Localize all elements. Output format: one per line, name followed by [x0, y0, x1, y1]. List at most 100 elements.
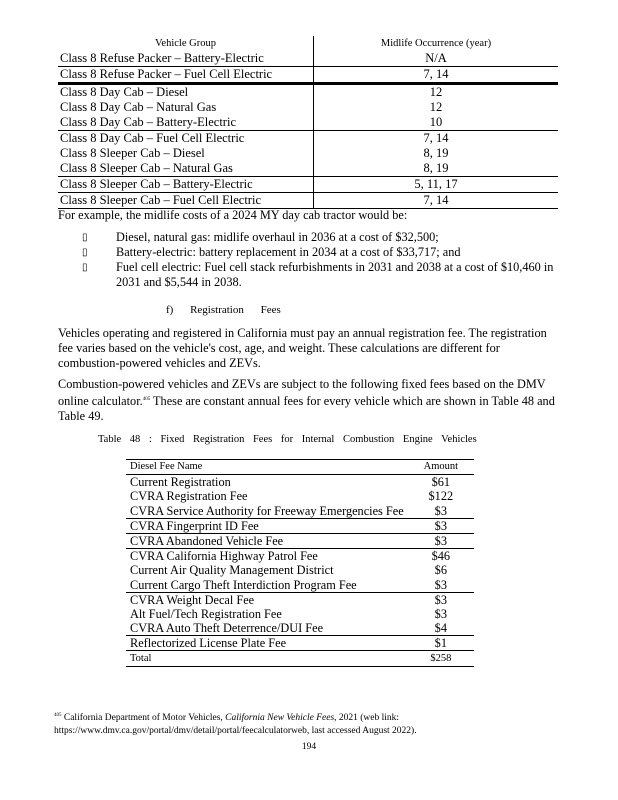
midlife-occurrence-table: Vehicle Group Midlife Occurrence (year) …	[58, 36, 558, 209]
example-intro: For example, the midlife costs of a 2024…	[58, 208, 408, 222]
table-row: Class 8 Refuse Packer – Fuel Cell Electr…	[58, 66, 558, 85]
table-row: Class 8 Day Cab – Fuel Cell Electric 7, 1…	[58, 130, 558, 146]
table-row: Class 8 Refuse Packer – Battery-Electric…	[58, 51, 558, 67]
vehicle-group-cell: Class 8 Day Cab – Diesel	[60, 85, 189, 99]
midlife-occurrence-cell: 5, 11, 17	[313, 176, 558, 193]
midlife-occurrence-cell: N/A	[313, 51, 558, 67]
vehicle-group-cell: Class 8 Day Cab – Fuel Cell Electric	[60, 131, 245, 145]
fee-name-cell: CVRA Abandoned Vehicle Fee	[126, 533, 408, 550]
fee-name-cell: CVRA Weight Decal Fee	[130, 592, 255, 607]
fee-name-cell: CVRA Auto Theft Deterrence/DUI Fee	[126, 621, 408, 637]
fee-amount-cell: $3	[407, 503, 474, 519]
table-row: Reflectorized License Plate Fee $1	[126, 635, 474, 652]
midlife-occurrence-cell: 10	[313, 115, 558, 131]
list-item-text: Battery-electric: battery replacement in…	[116, 245, 461, 259]
fee-name-cell: Current Cargo Theft Interdiction Program…	[126, 577, 408, 593]
table-row: CVRA Service Authority for Freeway Emerg…	[126, 503, 474, 519]
fee-name-cell: CVRA California Highway Patrol Fee	[130, 549, 318, 564]
vehicle-group-cell: Class 8 Day Cab – Natural Gas	[60, 100, 217, 114]
page-number: 194	[301, 742, 317, 752]
table-row: CVRA Registration Fee $122	[126, 489, 474, 503]
table-row: Current Cargo Theft Interdiction Program…	[126, 577, 474, 593]
fee-name-cell: Alt Fuel/Tech Registration Fee	[130, 606, 282, 621]
vehicle-group-cell: Class 8 Sleeper Cab – Fuel Cell Electric	[58, 192, 314, 209]
total-row: Total $258	[126, 651, 474, 666]
footnote-reference[interactable]: 405	[142, 397, 151, 402]
vehicle-group-cell: Class 8 Sleeper Cab – Battery-Electric	[58, 176, 314, 193]
fee-name-cell: CVRA Registration Fee	[130, 489, 248, 504]
total-value: $258	[430, 652, 452, 664]
table-row: CVRA Fingerprint ID Fee $3	[126, 518, 474, 534]
fee-amount-cell: $3	[407, 577, 474, 593]
header-fee-name: Diesel Fee Name	[126, 459, 408, 476]
fee-name-cell: Current Registration	[130, 475, 231, 490]
total-label: Total	[130, 652, 152, 664]
midlife-occurrence-cell: 12	[313, 83, 558, 100]
footnote: 405 California Department of Motor Vehic…	[54, 709, 494, 738]
midlife-cost-list: ▯ Diesel, natural gas: midlife overhaul i…	[82, 230, 562, 290]
list-item-text: Diesel, natural gas: midlife overhaul in…	[116, 230, 439, 244]
table-row: Alt Fuel/Tech Registration Fee $3	[126, 607, 474, 621]
fee-name-cell: Reflectorized License Plate Fee	[126, 635, 408, 652]
bullet-icon: ▯	[82, 247, 88, 258]
vehicle-group-cell: Class 8 Refuse Packer – Battery-Electric	[58, 51, 314, 67]
midlife-occurrence-cell: 8, 19	[313, 146, 558, 161]
fee-amount-cell: $3	[434, 592, 447, 607]
fee-name-cell: Current Air Quality Management District	[130, 563, 334, 578]
paragraph-registration-fee: Vehicles operating and registered in Cal…	[58, 326, 547, 370]
table-row: CVRA Auto Theft Deterrence/DUI Fee $4	[126, 621, 474, 637]
bullet-icon: ▯	[82, 262, 88, 273]
vehicle-group-cell: Class 8 Sleeper Cab – Diesel	[60, 146, 205, 160]
list-item-text: Fuel cell electric: Fuel cell stack refu…	[116, 260, 554, 289]
fee-amount-cell: $4	[407, 621, 474, 637]
midlife-occurrence-cell: 7, 14	[313, 66, 558, 85]
midlife-occurrence-cell: 8, 19	[313, 161, 558, 177]
table-caption: Table 48 : Fixed Registration Fees for I…	[98, 434, 477, 445]
table-row: Class 8 Sleeper Cab – Fuel Cell Electric…	[58, 192, 558, 209]
paragraph-fixed-fees: Combustion-powered vehicles and ZEVs are…	[58, 377, 563, 424]
table-row: Class 8 Sleeper Cab – Battery-Electric 5,…	[58, 176, 558, 193]
bullet-icon: ▯	[82, 232, 88, 243]
footnote-number: 405	[54, 713, 62, 718]
fee-amount-cell: $3	[407, 533, 474, 550]
table-row: Current Air Quality Management District $…	[126, 563, 474, 577]
table-row: CVRA California Highway Patrol Fee $46	[126, 549, 474, 564]
table-row: Class 8 Day Cab – Diesel 12	[58, 83, 558, 100]
midlife-occurrence-cell: 12	[313, 100, 558, 115]
midlife-occurrence-cell: 7, 14	[313, 130, 558, 146]
fee-name-cell: CVRA Fingerprint ID Fee	[126, 518, 408, 534]
section-heading: f) Registration Fees	[166, 304, 281, 316]
fee-amount-cell: $122	[428, 489, 454, 504]
footnote-text-rest: , 2021 (web link: https://www.dmv.ca.gov…	[54, 713, 417, 737]
list-item: ▯ Battery-electric: battery replacement i…	[82, 245, 562, 260]
table-row: Class 8 Sleeper Cab – Natural Gas 8, 19	[58, 161, 558, 177]
footnote-title: California New Vehicle Fees	[225, 713, 335, 724]
fee-amount-cell: $46	[431, 549, 451, 564]
list-item: ▯ Fuel cell electric: Fuel cell stack ref…	[82, 260, 562, 290]
table-row: Class 8 Day Cab – Natural Gas 12	[58, 100, 558, 115]
table-row: Class 8 Sleeper Cab – Diesel 8, 19	[58, 146, 558, 161]
header-midlife-occurrence: Midlife Occurrence (year)	[313, 36, 558, 51]
header-amount: Amount	[407, 459, 474, 476]
header-vehicle-group: Vehicle Group	[155, 38, 216, 49]
fee-name-cell: CVRA Service Authority for Freeway Emerg…	[126, 503, 408, 519]
table-header-row: Diesel Fee Name Amount	[126, 459, 474, 476]
fee-amount-cell: $6	[434, 563, 447, 578]
footnote-text: California Department of Motor Vehicles,	[61, 713, 226, 724]
table-row: CVRA Weight Decal Fee $3	[126, 592, 474, 607]
registration-fee-table: Diesel Fee Name Amount Current Registrat…	[126, 459, 474, 667]
paragraph-text-continued: These are constant annual fees for every…	[58, 394, 555, 424]
vehicle-group-cell: Class 8 Refuse Packer – Fuel Cell Electr…	[58, 66, 314, 85]
midlife-occurrence-cell: 7, 14	[313, 192, 558, 209]
vehicle-group-cell: Class 8 Sleeper Cab – Natural Gas	[58, 161, 314, 177]
fee-amount-cell: $1	[407, 635, 474, 652]
list-item: ▯ Diesel, natural gas: midlife overhaul i…	[82, 230, 562, 245]
fee-amount-cell: $3	[434, 606, 447, 621]
fee-amount-cell: $61	[431, 475, 451, 490]
table-row: CVRA Abandoned Vehicle Fee $3	[126, 533, 474, 550]
table-row: Class 8 Day Cab – Battery-Electric 10	[58, 115, 558, 131]
fee-amount-cell: $3	[407, 518, 474, 534]
table-row: Current Registration $61	[126, 475, 474, 490]
table-header-row: Vehicle Group Midlife Occurrence (year)	[58, 36, 558, 51]
paragraph-text: Combustion-powered vehicles and ZEVs are…	[58, 377, 546, 409]
